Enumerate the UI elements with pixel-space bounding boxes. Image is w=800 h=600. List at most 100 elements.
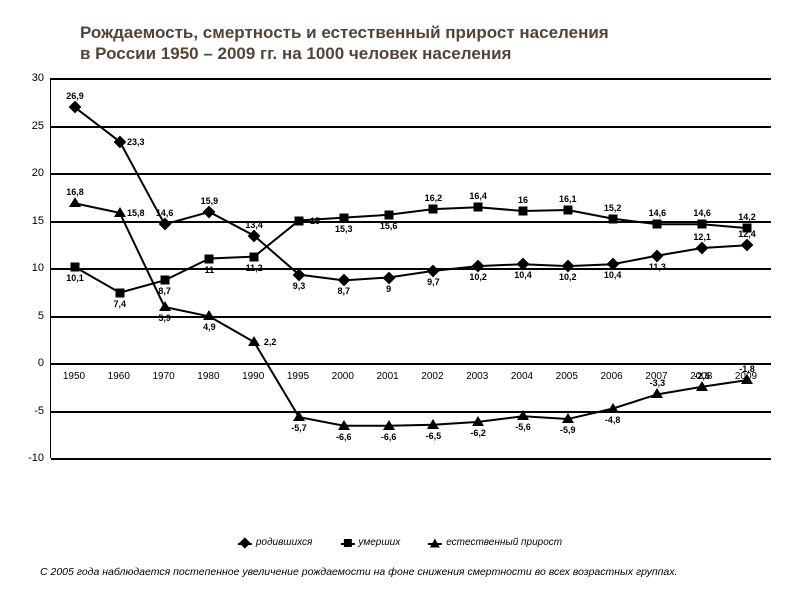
ytick-label: -10 — [18, 452, 44, 464]
data-label: 5,9 — [158, 313, 171, 323]
square-marker — [563, 206, 572, 215]
square-marker — [474, 203, 483, 212]
data-label: 11,2 — [246, 263, 263, 273]
square-marker — [339, 213, 348, 222]
legend-marker-diamond — [238, 538, 252, 548]
diamond-marker — [653, 251, 662, 260]
data-label: 15,9 — [201, 196, 219, 206]
container: Рождаемость, смертность и естественный п… — [0, 0, 800, 600]
triangle-marker — [69, 197, 81, 207]
square-marker — [384, 210, 393, 219]
data-label: 8,7 — [338, 286, 351, 296]
data-label: 10,1 — [66, 273, 84, 283]
diamond-marker — [608, 260, 617, 269]
data-label: 9 — [386, 284, 391, 294]
xtick-label: 1995 — [287, 371, 309, 382]
data-label: 11 — [205, 265, 215, 275]
data-label: 15,6 — [380, 221, 398, 231]
square-marker — [653, 220, 662, 229]
xtick-label: 2002 — [421, 371, 443, 382]
data-label: 16,4 — [469, 191, 487, 201]
triangle-marker — [159, 301, 171, 311]
xtick-label: 2009 — [735, 371, 757, 382]
ytick-label: 20 — [18, 167, 44, 179]
square-marker — [519, 207, 528, 216]
data-label: -6,6 — [336, 432, 352, 442]
legend-marker-triangle — [428, 538, 442, 548]
square-marker — [205, 254, 214, 263]
data-label: 14,6 — [156, 208, 174, 218]
data-label: 15,2 — [604, 203, 622, 213]
series-line-родившихся — [75, 107, 747, 280]
triangle-marker — [203, 310, 215, 320]
page-title: Рождаемость, смертность и естественный п… — [80, 22, 609, 65]
gridline — [51, 458, 771, 460]
series-line-умерших — [75, 207, 747, 293]
xtick-label: 2001 — [376, 371, 398, 382]
triangle-marker — [651, 388, 663, 398]
square-marker — [295, 216, 304, 225]
square-marker — [743, 224, 752, 233]
data-label: 10,2 — [469, 272, 487, 282]
data-label: 9,3 — [293, 281, 306, 291]
data-label: 10,4 — [604, 270, 622, 280]
data-label: -6,5 — [426, 431, 442, 441]
series-line-естественный прирост — [75, 203, 747, 425]
data-label: 12,1 — [693, 232, 711, 242]
xtick-label: 2003 — [466, 371, 488, 382]
data-label: 7,4 — [114, 299, 127, 309]
diamond-marker — [743, 241, 752, 250]
triangle-marker — [517, 410, 529, 420]
data-label: 15,8 — [127, 208, 145, 218]
xtick-label: 1980 — [197, 371, 219, 382]
data-label: 10,2 — [559, 272, 577, 282]
legend-item-growth: естественный прирост — [428, 537, 562, 548]
demography-chart: 26,923,314,615,913,49,38,799,710,210,410… — [18, 78, 778, 488]
legend: родившихся умерших естественный прирост — [238, 537, 562, 548]
diamond-marker — [563, 262, 572, 271]
xtick-label: 1970 — [152, 371, 174, 382]
legend-label: родившихся — [256, 537, 313, 548]
ytick-label: -5 — [18, 405, 44, 417]
data-label: 8,7 — [158, 286, 171, 296]
ytick-label: 15 — [18, 215, 44, 227]
xtick-label: 2008 — [690, 371, 712, 382]
data-label: 15 — [310, 216, 320, 226]
legend-item-births: родившихся — [238, 537, 313, 548]
xtick-label: 1960 — [108, 371, 130, 382]
legend-label: естественный прирост — [446, 537, 562, 548]
legend-label: умерших — [358, 537, 400, 548]
xtick-label: 1950 — [63, 371, 85, 382]
square-marker — [250, 252, 259, 261]
data-label: -6,6 — [381, 432, 397, 442]
data-label: 2,2 — [264, 337, 277, 347]
square-marker — [608, 214, 617, 223]
data-label: 10,4 — [514, 270, 532, 280]
diamond-marker — [339, 276, 348, 285]
square-marker — [115, 288, 124, 297]
square-marker — [71, 263, 80, 272]
triangle-marker — [607, 403, 619, 413]
data-label: 16 — [518, 195, 528, 205]
data-label: 13,4 — [245, 220, 263, 230]
ytick-label: 25 — [18, 120, 44, 132]
triangle-marker — [696, 381, 708, 391]
data-label: 14,6 — [649, 208, 667, 218]
diamond-marker — [698, 244, 707, 253]
triangle-marker — [472, 416, 484, 426]
triangle-marker — [293, 411, 305, 421]
data-label: 16,2 — [425, 193, 443, 203]
ytick-label: 5 — [18, 310, 44, 322]
data-label: -5,9 — [560, 425, 576, 435]
data-label: 11,3 — [649, 262, 666, 272]
diamond-marker — [295, 270, 304, 279]
data-label: -5,7 — [291, 423, 307, 433]
data-label: 23,3 — [127, 137, 145, 147]
data-label: -5,6 — [515, 422, 531, 432]
footnote: С 2005 года наблюдается постепенное увел… — [40, 566, 677, 578]
triangle-marker — [383, 420, 395, 430]
ytick-label: 0 — [18, 357, 44, 369]
xtick-label: 2005 — [556, 371, 578, 382]
diamond-marker — [250, 231, 259, 240]
data-label: 9,7 — [427, 277, 440, 287]
